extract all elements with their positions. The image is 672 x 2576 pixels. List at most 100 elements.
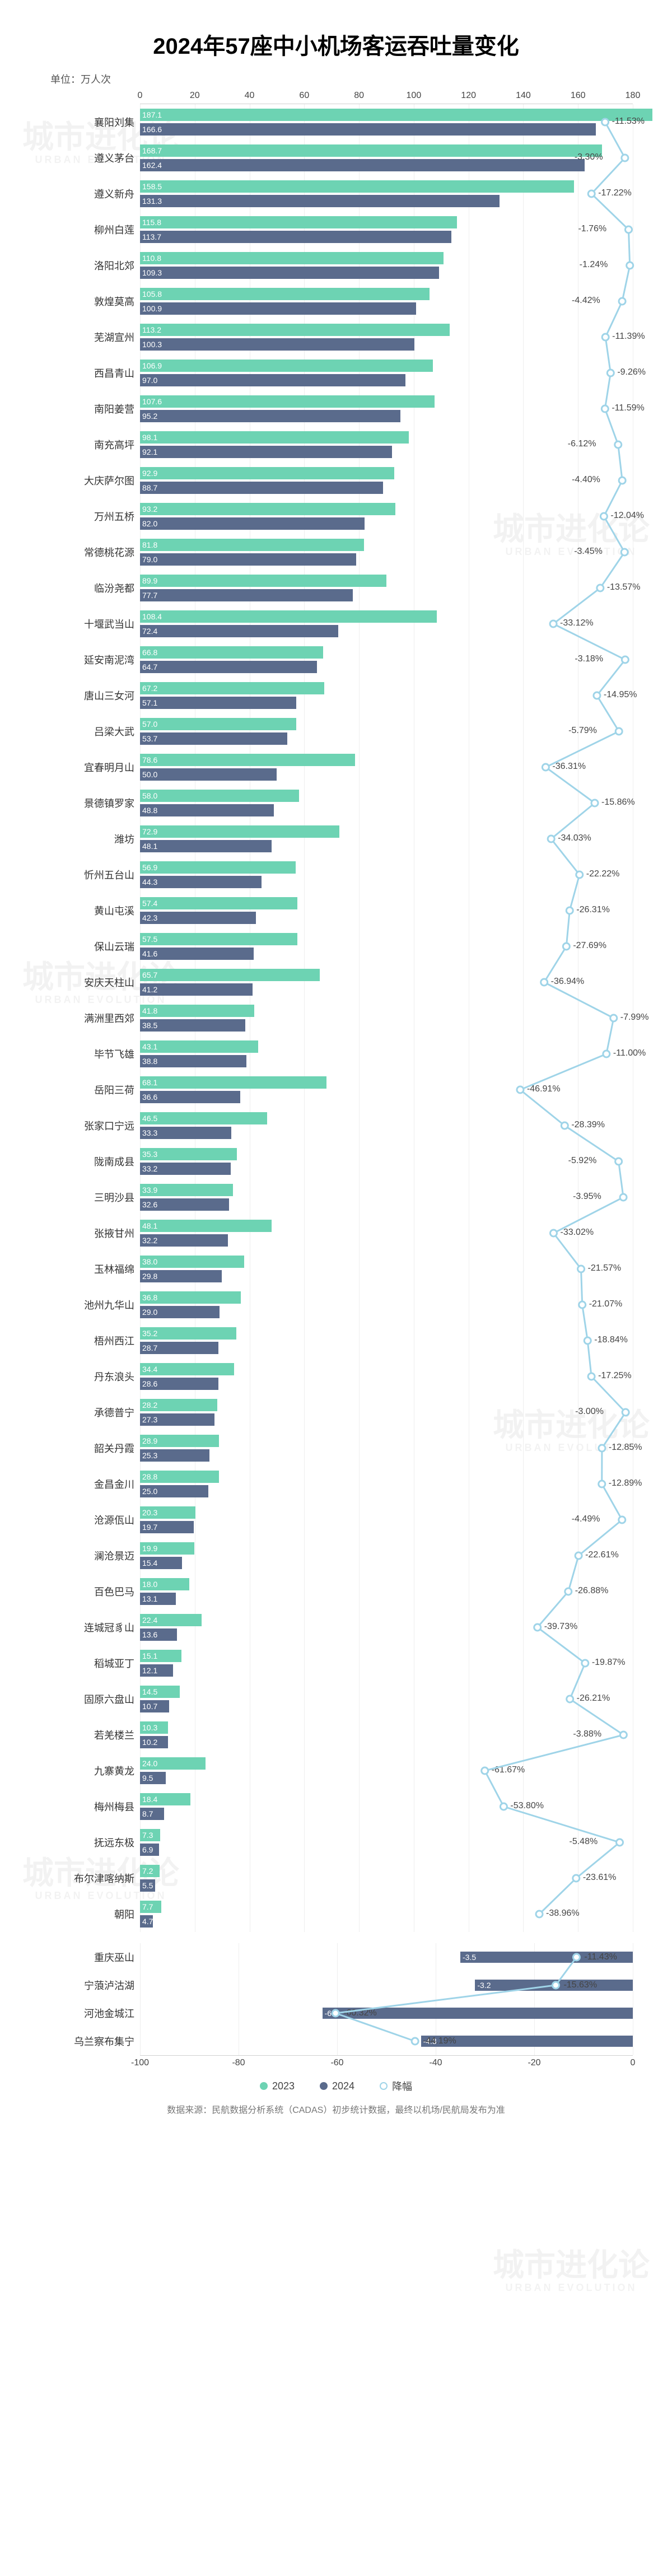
bar-2024 — [140, 840, 272, 852]
airport-label: 梅州梅县 — [50, 1799, 134, 1814]
value-2024: 25.0 — [142, 1485, 157, 1497]
airport-label: 大庆萨尔图 — [50, 473, 134, 488]
pct-label: -26.21% — [577, 1693, 610, 1704]
pct-label: -3.00% — [575, 1407, 604, 1417]
value-2024: 33.3 — [142, 1127, 157, 1139]
pct-label: -21.07% — [589, 1299, 623, 1309]
bar-2024 — [140, 876, 262, 888]
pct-label: -15.63% — [563, 1980, 597, 1991]
value-2024: 8.7 — [142, 1808, 153, 1820]
airport-label: 常德桃花源 — [50, 545, 134, 559]
value-2024: 79.0 — [142, 553, 157, 566]
legend-label-2024: 2024 — [332, 2080, 354, 2092]
table-row: 忻州五台山56.944.3-22.22% — [140, 857, 633, 893]
pct-label: -26.88% — [575, 1586, 609, 1596]
legend-label-2023: 2023 — [272, 2080, 295, 2092]
pct-label: -22.61% — [585, 1550, 619, 1560]
airport-label: 保山云瑞 — [50, 939, 134, 954]
airport-label: 金昌金川 — [50, 1477, 134, 1491]
bar-2024 — [140, 553, 356, 566]
value-2024: 6.9 — [142, 1844, 153, 1856]
table-row: 承德普宁28.227.3-3.00% — [140, 1394, 633, 1430]
bar-2023 — [140, 180, 574, 193]
bar-2023 — [140, 1112, 267, 1124]
pct-label: -60.32% — [343, 2008, 377, 2019]
airport-label: 玉林福绵 — [50, 1262, 134, 1276]
table-row: 遵义新舟158.5131.3-17.22% — [140, 176, 633, 212]
airport-label: 潍坊 — [50, 832, 134, 846]
value-2023: 20.3 — [142, 1506, 157, 1519]
value-2024: 109.3 — [142, 267, 162, 279]
value-2024: 48.1 — [142, 840, 157, 852]
bar-2024 — [140, 338, 414, 351]
bar-2024 — [140, 482, 383, 494]
value-2023: 22.4 — [142, 1614, 157, 1626]
legend-label-decline: 降幅 — [392, 2079, 412, 2093]
table-row: 张掖甘州48.132.2-33.02% — [140, 1215, 633, 1251]
value-2023: 10.3 — [142, 1721, 157, 1734]
pct-label: -3.88% — [573, 1729, 601, 1739]
airport-label: 黄山屯溪 — [50, 903, 134, 918]
table-row: 毕节飞雄43.138.8-11.00% — [140, 1036, 633, 1072]
bottom-axis-tick: -20 — [528, 2058, 540, 2068]
bar-2023 — [140, 682, 324, 694]
airport-label: 乌兰察布集宁 — [50, 2034, 134, 2048]
airport-label: 忻州五台山 — [50, 867, 134, 882]
bar-2023 — [140, 1220, 272, 1232]
bar-2024 — [140, 697, 296, 709]
airport-label: 唐山三女河 — [50, 688, 134, 703]
pct-label: -19.87% — [592, 1658, 626, 1668]
value-2024: 100.3 — [142, 338, 162, 351]
value-2023: 24.0 — [142, 1757, 157, 1770]
bar-2023 — [140, 109, 652, 121]
bar-2024 — [140, 267, 439, 279]
pct-label: -53.80% — [510, 1801, 544, 1811]
pct-label: -22.22% — [586, 869, 620, 879]
table-row: 柳州白莲115.8113.7-1.76% — [140, 212, 633, 248]
bar-value — [475, 1980, 633, 1991]
airport-label: 若羌楼兰 — [50, 1728, 134, 1742]
value-2023: 78.6 — [142, 754, 157, 766]
pct-label: -44.19% — [423, 2036, 456, 2047]
legend-item-2023: 2023 — [260, 2080, 295, 2092]
page-root: 城市进化论URBAN EVOLUTION 城市进化论URBAN EVOLUTIO… — [0, 0, 672, 2132]
airport-label: 延安南泥湾 — [50, 652, 134, 667]
airport-label: 十堰武当山 — [50, 617, 134, 631]
pct-label: -17.22% — [598, 188, 632, 198]
airport-label: 抚远东极 — [50, 1835, 134, 1850]
airport-label: 柳州白莲 — [50, 222, 134, 237]
top-chart: 020406080100120140160180 襄阳刘集187.1166.6-… — [50, 91, 638, 1932]
top-axis-tick: 100 — [407, 91, 422, 101]
value-2024: 28.6 — [142, 1378, 157, 1390]
value-2023: 89.9 — [142, 575, 157, 587]
value-2023: 56.9 — [142, 861, 157, 874]
bar-2023 — [140, 754, 355, 766]
pct-label: -14.95% — [604, 690, 637, 700]
value-2023: 18.4 — [142, 1793, 157, 1805]
value-2024: 13.1 — [142, 1593, 157, 1605]
pct-label: -6.12% — [568, 439, 596, 449]
pct-label: -23.61% — [583, 1873, 617, 1883]
pct-label: -3.18% — [575, 654, 603, 664]
bar-2024 — [140, 123, 596, 136]
table-row: 九寨黄龙24.09.5-61.67% — [140, 1753, 633, 1789]
table-row: 安庆天柱山65.741.2-36.94% — [140, 964, 633, 1000]
pct-label: -3.45% — [574, 547, 603, 557]
pct-label: -5.48% — [570, 1837, 598, 1847]
bar-2023 — [140, 718, 296, 730]
pct-label: -5.79% — [568, 726, 597, 736]
pct-label: -12.04% — [610, 511, 644, 521]
table-row: 景德镇罗家58.048.8-15.86% — [140, 785, 633, 821]
watermark: 城市进化论URBAN EVOLUTION — [493, 2240, 650, 2294]
value-2023: 168.7 — [142, 144, 162, 157]
value-2023: 92.9 — [142, 467, 157, 479]
table-row: 稻城亚丁15.112.1-19.87% — [140, 1645, 633, 1681]
pct-label: -4.40% — [572, 475, 600, 485]
value-2024: 12.1 — [142, 1664, 157, 1677]
pct-label: -38.96% — [546, 1908, 580, 1919]
value-2024: 77.7 — [142, 589, 157, 601]
table-row: 芜湖宣州113.2100.3-11.39% — [140, 319, 633, 355]
airport-label: 遵义新舟 — [50, 186, 134, 201]
bottom-axis-tick: -80 — [232, 2058, 245, 2068]
value-2024: 13.6 — [142, 1628, 157, 1641]
